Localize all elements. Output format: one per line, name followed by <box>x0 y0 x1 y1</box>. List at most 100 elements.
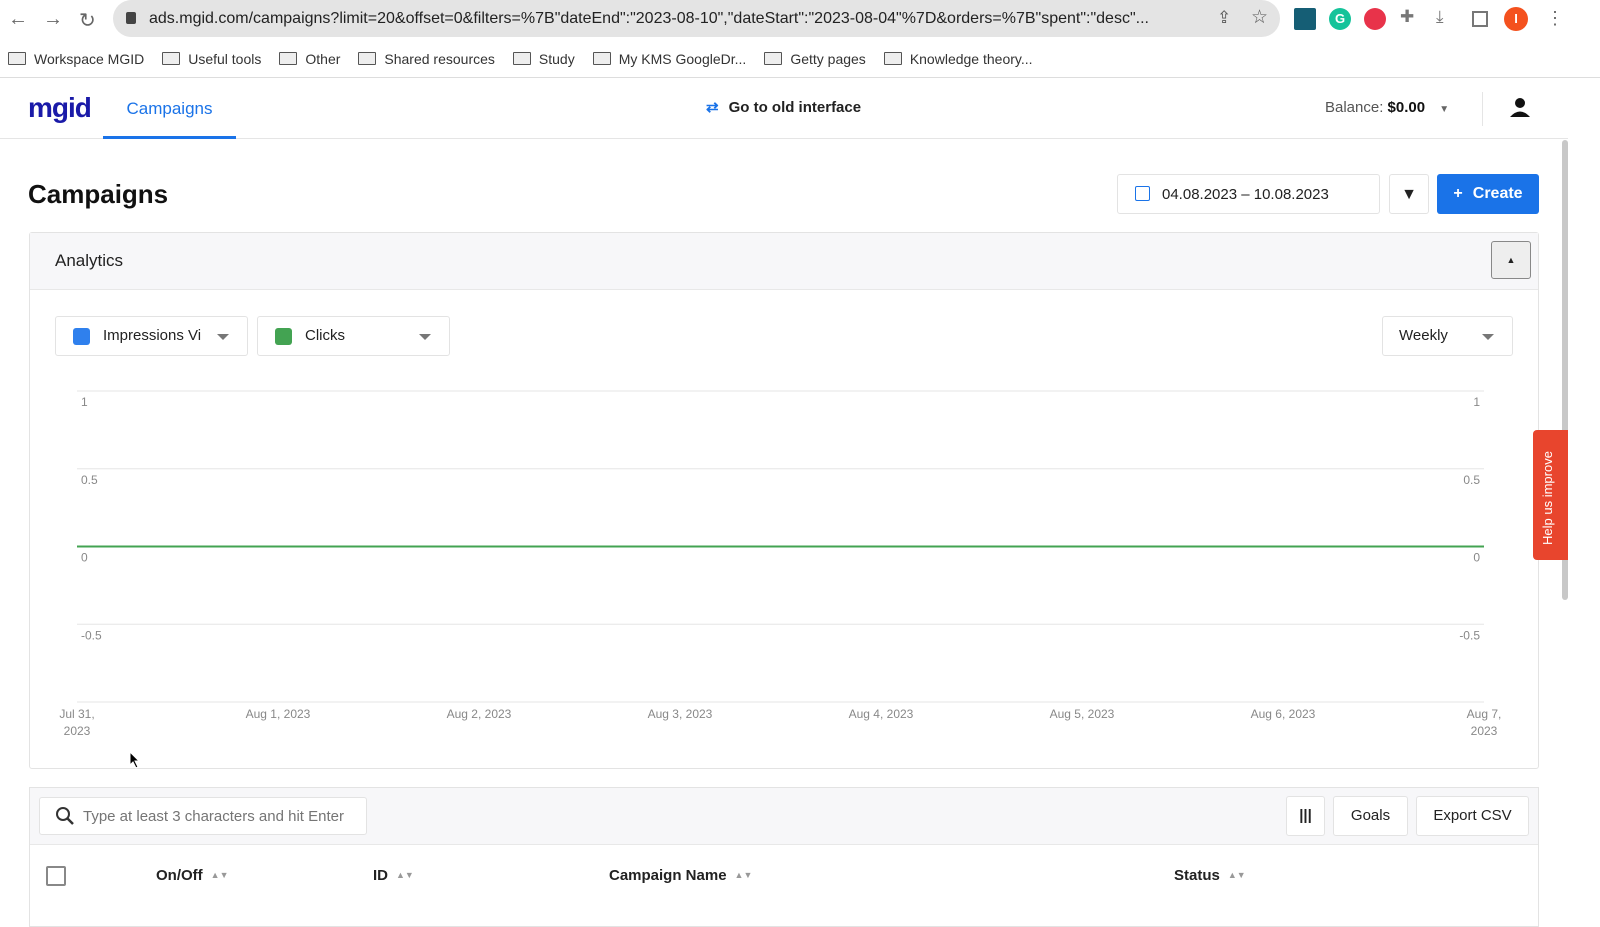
collapse-button[interactable]: ▲ <box>1491 241 1531 279</box>
old-interface-link[interactable]: ⇄ Go to old interface <box>706 98 861 116</box>
menu-icon[interactable]: ⋮ <box>1546 8 1564 28</box>
plus-icon: + <box>1453 185 1463 202</box>
filter-button[interactable]: ▼ <box>1389 174 1429 214</box>
balance-value: $0.00 <box>1387 99 1426 116</box>
bookmark[interactable]: Knowledge theory... <box>883 50 1033 67</box>
y-tick-label-right: 0 <box>1473 551 1480 565</box>
balance-label: Balance: <box>1325 99 1384 116</box>
period-label: Weekly <box>1399 327 1448 344</box>
metric1-label: Impressions Vi <box>103 327 202 344</box>
share-icon[interactable]: ⇪ <box>1217 8 1232 27</box>
address-bar[interactable]: ads.mgid.com/campaigns?limit=20&offset=0… <box>113 0 1280 37</box>
export-csv-button[interactable]: Export CSV <box>1416 796 1529 836</box>
x-tick-label: Aug 1, 2023 <box>246 707 311 721</box>
analytics-chart: 1 1 0.5 0.5 0 0 -0.5 -0.5 Jul 31, 2023 Aug 1, 2023… <box>59 390 1502 738</box>
bookmark-label: Useful tools <box>188 50 262 67</box>
columns-button[interactable]: ||| <box>1286 796 1325 836</box>
grammarly-icon[interactable]: G <box>1329 8 1351 30</box>
star-icon[interactable]: ☆ <box>1251 7 1269 28</box>
columns-icon: ||| <box>1299 807 1312 824</box>
x-tick-label: Aug 6, 2023 <box>1251 707 1316 721</box>
bookmark-label: Study <box>538 50 575 67</box>
bookmarks-bar: Workspace MGID Useful tools Other Shared… <box>0 40 1600 78</box>
date-range-picker[interactable]: 04.08.2023 – 10.08.2023 <box>1117 174 1380 214</box>
page-title: Campaigns <box>28 179 169 209</box>
extension-icon[interactable] <box>1364 8 1386 30</box>
bookmark[interactable]: My KMS GoogleDr... <box>592 50 747 67</box>
column-header-id[interactable]: ID ▲▼ <box>373 867 414 884</box>
sort-icon: ▲▼ <box>1227 870 1246 880</box>
divider <box>1482 92 1483 126</box>
bookmark[interactable]: Study <box>512 50 575 67</box>
metric1-select[interactable]: Impressions Vi <box>55 316 248 356</box>
metric2-select[interactable]: Clicks <box>257 316 450 356</box>
select-all-checkbox[interactable] <box>46 866 66 886</box>
column-header-status[interactable]: Status ▲▼ <box>1174 867 1246 884</box>
search-input[interactable] <box>39 797 367 835</box>
analytics-title: Analytics <box>55 251 124 270</box>
swap-icon: ⇄ <box>706 99 719 116</box>
bookmark[interactable]: Other <box>279 51 340 67</box>
bookmark[interactable]: Useful tools <box>162 51 261 67</box>
search-icon <box>56 807 74 825</box>
chevron-down-icon: ▼ <box>1439 104 1450 115</box>
bookmark-label: Workspace MGID <box>34 50 145 67</box>
y-tick-label-left: 1 <box>81 395 88 409</box>
extension-icon[interactable] <box>1294 8 1316 30</box>
column-header-campaign-name[interactable]: Campaign Name ▲▼ <box>609 867 752 884</box>
create-button[interactable]: + Create <box>1437 174 1539 214</box>
sidepanel-icon[interactable] <box>1472 11 1488 27</box>
chevron-down-icon <box>1482 334 1494 340</box>
sort-icon: ▲▼ <box>210 870 229 880</box>
column-label: ID <box>373 867 388 884</box>
folder-icon <box>279 52 298 65</box>
bookmark-label: My KMS GoogleDr... <box>618 50 747 67</box>
lock-icon <box>126 12 136 24</box>
reload-icon[interactable]: ↻ <box>79 10 96 32</box>
back-icon[interactable]: ← <box>8 8 28 30</box>
y-tick-label-left: 0.5 <box>81 473 98 487</box>
create-label: Create <box>1472 185 1523 202</box>
balance-dropdown[interactable]: Balance: $0.00 ▼ <box>1325 99 1449 116</box>
url-text: ads.mgid.com/campaigns?limit=20&offset=0… <box>149 10 1149 27</box>
user-icon[interactable] <box>1509 97 1531 119</box>
chevron-down-icon <box>217 334 229 340</box>
sort-icon: ▲▼ <box>734 870 753 880</box>
download-icon[interactable]: ⤓ <box>1436 7 1444 26</box>
column-label: On/Off <box>156 867 203 884</box>
bookmark-label: Knowledge theory... <box>909 50 1033 67</box>
metric2-label: Clicks <box>305 327 345 344</box>
bookmark[interactable]: Getty pages <box>764 51 866 67</box>
y-tick-label-left: 0 <box>81 551 88 565</box>
sort-icon: ▲▼ <box>396 870 414 880</box>
bookmark[interactable]: Workspace MGID <box>8 51 144 67</box>
x-tick-label: Aug 2, 2023 <box>447 707 512 721</box>
profile-avatar[interactable]: I <box>1504 7 1528 31</box>
period-select[interactable]: Weekly <box>1382 316 1513 356</box>
metric1-swatch <box>73 328 90 345</box>
x-tick-label: Aug 7, 2023 <box>1467 707 1502 738</box>
forward-icon[interactable]: → <box>43 8 63 30</box>
y-tick-label-right: -0.5 <box>1459 628 1480 642</box>
help-us-improve-tab[interactable]: Help us improve <box>1533 430 1568 560</box>
folder-icon <box>764 52 783 65</box>
puzzle-icon[interactable]: ✚ <box>1400 7 1415 26</box>
column-header-on-off[interactable]: On/Off ▲▼ <box>156 867 228 884</box>
folder-icon <box>883 52 902 65</box>
folder-icon <box>358 52 377 65</box>
browser-toolbar: ← → ↻ ads.mgid.com/campaigns?limit=20&of… <box>0 0 1600 40</box>
folder-icon <box>592 52 611 65</box>
filter-icon: ▼ <box>1401 186 1417 203</box>
scrollbar[interactable] <box>1562 140 1568 600</box>
analytics-header <box>30 233 1538 290</box>
goals-button[interactable]: Goals <box>1333 796 1408 836</box>
y-tick-label-right: 1 <box>1473 395 1480 409</box>
x-tick-label: Aug 5, 2023 <box>1050 707 1115 721</box>
bookmark[interactable]: Shared resources <box>358 51 495 67</box>
bookmark-label: Other <box>305 50 341 67</box>
tab-campaigns[interactable]: Campaigns <box>103 78 236 139</box>
folder-icon <box>8 52 26 65</box>
y-tick-label-left: -0.5 <box>81 628 102 642</box>
mouse-cursor-icon <box>129 751 141 769</box>
mgid-logo[interactable]: mgid <box>28 92 92 123</box>
